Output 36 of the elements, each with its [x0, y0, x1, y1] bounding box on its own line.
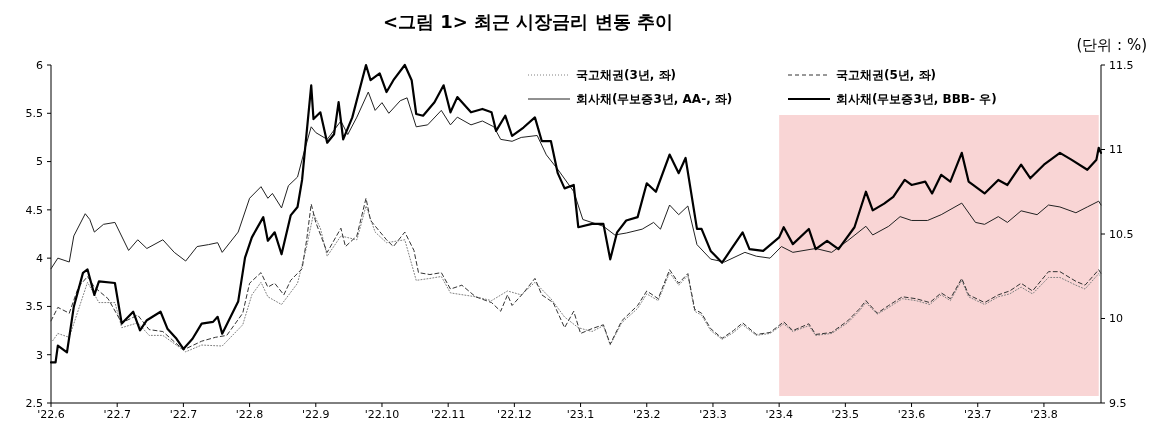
x-tick-label: '23.2: [633, 408, 661, 421]
x-tick-label: '23.1: [566, 408, 595, 421]
y2-tick-label: 11: [1109, 143, 1123, 157]
y2-tick-label: 10: [1109, 312, 1123, 326]
y-tick-label: 5: [36, 155, 43, 169]
line-series: [50, 91, 1102, 270]
y-tick-label: 2.5: [25, 396, 43, 410]
x-tick-label: '23.4: [765, 408, 793, 421]
legend-label: 회사채(무보증3년, AA-, 좌): [576, 92, 733, 107]
x-tick-label: '22.9: [302, 408, 330, 421]
x-tick-label: '23.3: [699, 408, 727, 421]
y2-tick-label: 11.5: [1109, 58, 1134, 72]
y-tick-label: 4.5: [25, 203, 43, 217]
text: (단위 : %): [1076, 36, 1147, 54]
legend-label: 국고채권(5년, 좌): [836, 68, 937, 83]
y-tick-label: 4: [36, 251, 43, 265]
x-tick-label: '23.8: [1030, 408, 1058, 421]
legend-label: 회사채(무보증3년, BBB- 우): [836, 92, 997, 107]
x-tick-label: '22.7: [103, 408, 131, 421]
x-tick-label: '23.6: [897, 408, 926, 421]
y-tick-label: 5.5: [25, 107, 43, 121]
x-tick-label: '22.6: [37, 408, 65, 421]
x-tick-label: '22.12: [497, 408, 532, 421]
x-tick-label: '22.8: [235, 408, 264, 421]
x-tick-label: '22.10: [364, 408, 400, 421]
legend-label: 국고채권(3년, 좌): [576, 68, 677, 83]
y2-tick-label: 10.5: [1109, 227, 1134, 241]
y-tick-label: 3: [36, 348, 43, 362]
chart-title: <그림 1> 최근 시장금리 변동 추이: [382, 11, 674, 32]
y-tick-label: 3.5: [25, 300, 43, 314]
y-tick-label: 6: [36, 58, 43, 72]
x-tick-label: '22.7: [169, 408, 198, 421]
y2-tick-label: 9.5: [1109, 396, 1127, 410]
x-tick-label: '23.5: [831, 408, 860, 421]
x-tick-label: '23.7: [963, 408, 992, 421]
x-tick-label: '22.11: [430, 408, 466, 421]
